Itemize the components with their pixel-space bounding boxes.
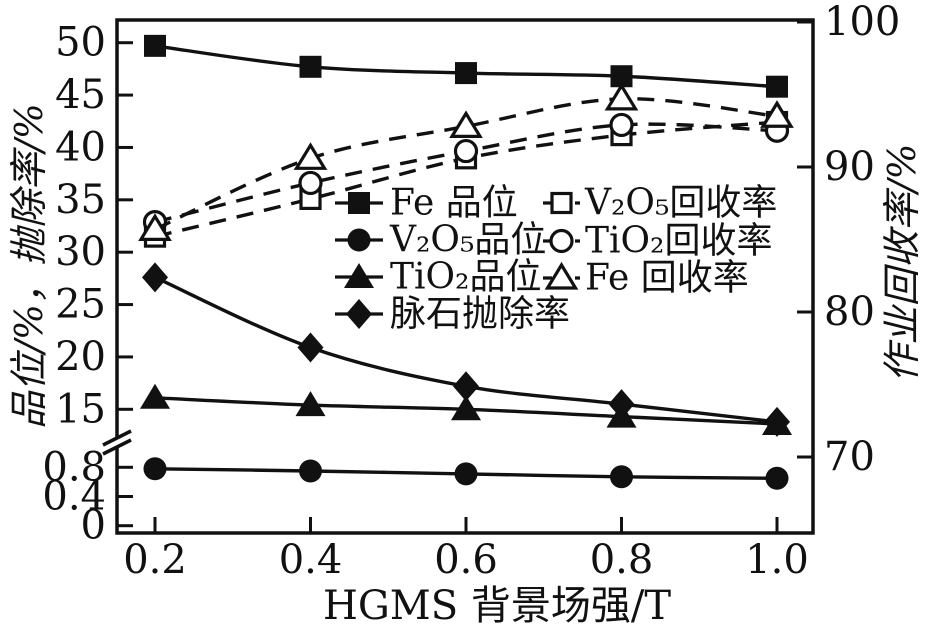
series-v2o5-grade — [143, 457, 789, 490]
legend-label: Fe 品位 — [390, 183, 518, 224]
filled-square-marker — [348, 192, 370, 214]
x-tick-label: 0.4 — [279, 537, 343, 583]
open-triangle-marker — [138, 213, 172, 241]
series-gangue-rejection — [142, 262, 790, 437]
axis-break-gap — [101, 432, 133, 454]
y-right-tick-label: 70 — [824, 434, 875, 480]
left-y-axis-title: 品位/%，抛除率/% — [7, 103, 52, 429]
legend-item-fe-grade: Fe 品位 — [335, 183, 518, 224]
legend-label: Fe 回收率 — [585, 258, 749, 299]
y-left-tick-label: 50 — [55, 20, 106, 66]
y-left-tick-label: 40 — [55, 124, 106, 170]
x-tick-label: 0.2 — [123, 537, 187, 583]
filled-triangle-marker — [295, 391, 326, 417]
filled-circle-marker — [765, 466, 789, 490]
filled-diamond-marker — [346, 299, 372, 329]
open-triangle-marker — [760, 100, 794, 128]
x-tick-label: 0.8 — [590, 537, 654, 583]
y-left-tick-label: 45 — [55, 72, 106, 118]
y-right-tick-label: 80 — [824, 289, 875, 335]
y-left-tick-label: 30 — [55, 229, 106, 275]
right-y-axis-title: 作业回收率/% — [880, 143, 925, 383]
legend-label: V₂O₅回收率 — [584, 183, 777, 224]
y-left-tick-label: 0.8 — [42, 444, 106, 490]
axis-break-icon — [102, 438, 132, 456]
open-triangle-marker — [293, 142, 328, 170]
filled-triangle-marker — [344, 263, 374, 288]
open-triangle-marker — [604, 82, 639, 111]
y-left-tick-label: 20 — [55, 334, 106, 380]
series-fe-grade — [144, 34, 788, 98]
filled-circle-marker — [347, 228, 371, 252]
legend-item-tio2-recovery: TiO₂回收率 — [543, 221, 772, 262]
y-left-tick-label: 0 — [81, 503, 106, 549]
filled-square-marker — [144, 34, 166, 57]
legend-item-v2o5-recovery: V₂O₅回收率 — [543, 183, 777, 224]
open-circle-marker — [298, 170, 323, 196]
series-line-fe-recovery — [154, 97, 778, 231]
x-axis-title: HGMS 背景场强/T — [322, 583, 672, 629]
y-left-tick-label: 35 — [55, 177, 106, 223]
filled-diamond-marker — [453, 371, 479, 402]
x-tick-label: 1.0 — [745, 537, 809, 583]
filled-circle-marker — [610, 465, 633, 489]
filled-triangle-marker — [451, 395, 481, 421]
filled-circle-marker — [454, 462, 478, 486]
y-right-tick-label: 100 — [824, 0, 900, 45]
series-fe-recovery — [138, 82, 794, 241]
open-square-marker — [550, 191, 573, 215]
series-tio2-grade — [140, 383, 792, 435]
filled-square-marker — [766, 75, 788, 98]
legend-item-v2o5-grade: V₂O₅品位 — [335, 220, 546, 261]
filled-square-marker — [610, 65, 633, 88]
y-right-tick-label: 90 — [824, 144, 875, 190]
open-circle-marker — [453, 138, 479, 164]
open-circle-marker — [549, 228, 574, 254]
legend-item-tio2-grade: TiO₂品位 — [335, 257, 541, 298]
filled-diamond-marker — [297, 332, 324, 363]
filled-circle-marker — [143, 457, 167, 481]
y-left-tick-label: 0.4 — [42, 474, 106, 520]
open-circle-marker — [609, 112, 634, 138]
open-triangle-marker — [449, 110, 483, 138]
filled-triangle-marker — [140, 383, 170, 409]
y-left-tick-label: 15 — [55, 386, 106, 432]
y-left-tick-label: 25 — [55, 282, 106, 328]
open-triangle-marker — [544, 261, 579, 290]
filled-diamond-marker — [142, 262, 168, 293]
filled-square-marker — [455, 62, 477, 85]
filled-square-marker — [299, 55, 322, 78]
legend-label: 脉石抛除率 — [390, 294, 570, 335]
legend-label: V₂O₅品位 — [389, 220, 546, 261]
legend-item-fe-recovery: Fe 回收率 — [543, 258, 749, 299]
x-tick-label: 0.6 — [434, 537, 498, 583]
legend-label: TiO₂回收率 — [585, 221, 772, 262]
filled-diamond-marker — [764, 406, 790, 437]
axis-break-icon — [102, 429, 132, 447]
legend-label: TiO₂品位 — [390, 257, 541, 298]
filled-diamond-marker — [608, 389, 635, 420]
filled-circle-marker — [299, 459, 322, 483]
legend-item-gangue-rejection: 脉石抛除率 — [335, 294, 570, 335]
